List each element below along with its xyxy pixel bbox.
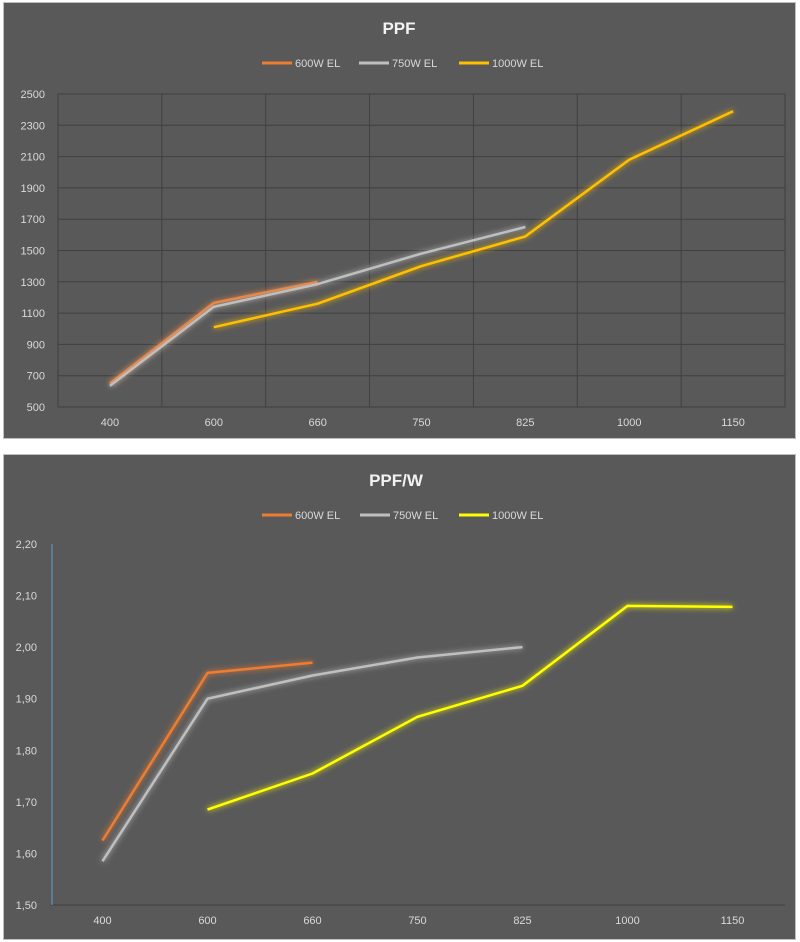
ppf-chart: PPF 600W EL 750W EL 1000W EL 500 700 900 1100… xyxy=(21,19,786,429)
y-tick-label: 900 xyxy=(27,339,45,351)
x-tick-label: 750 xyxy=(412,417,430,429)
y-tick-label: 2,20 xyxy=(16,539,37,551)
legend-label: 750W EL xyxy=(392,58,437,70)
x-tick-label: 1150 xyxy=(721,915,745,927)
y-tick-label: 2,00 xyxy=(16,642,37,654)
series-line xyxy=(101,661,313,842)
series-lines xyxy=(109,110,734,387)
legend-label: 1000W EL xyxy=(492,58,543,70)
legend-label: 600W EL xyxy=(295,58,340,70)
y-tick-label: 2,10 xyxy=(16,591,37,603)
y-tick-label: 700 xyxy=(27,371,45,383)
y-tick-label: 2500 xyxy=(21,89,45,101)
y-tick-label: 1,80 xyxy=(16,745,37,757)
series-line xyxy=(109,280,318,385)
ppf-per-watt-chart: PPF/W 600W EL 750W EL 1000W EL 1,50 1,60 1,7… xyxy=(16,471,785,927)
series-lines xyxy=(101,604,733,862)
axes: 1,50 1,60 1,70 1,80 1,90 2,00 2,10 2,20 400 600 66… xyxy=(16,539,745,927)
y-tick-label: 1,50 xyxy=(16,900,37,912)
axes: 500 700 900 1100 1300 1500 1700 1900 2100 2300 250… xyxy=(21,89,745,429)
x-tick-label: 600 xyxy=(198,915,216,927)
x-tick-label: 400 xyxy=(93,915,111,927)
legend-label: 1000W EL xyxy=(492,510,543,522)
y-tick-label: 500 xyxy=(27,402,45,414)
series-line xyxy=(101,645,523,862)
grid-lines xyxy=(57,93,786,408)
series-line xyxy=(109,225,526,387)
chart-title: PPF/W xyxy=(369,471,424,490)
ppf-per-watt-chart-panel: PPF/W 600W EL 750W EL 1000W EL 1,50 1,60 1,7… xyxy=(3,454,796,940)
legend-label: 600W EL xyxy=(295,510,340,522)
y-tick-label: 1100 xyxy=(21,308,45,320)
y-tick-label: 1,70 xyxy=(16,797,37,809)
x-tick-label: 1000 xyxy=(617,417,641,429)
legend-label: 750W EL xyxy=(393,510,438,522)
series-line xyxy=(207,604,733,811)
y-tick-label: 1,90 xyxy=(16,694,37,706)
y-tick-label: 2300 xyxy=(21,120,45,132)
x-tick-label: 400 xyxy=(101,417,119,429)
x-tick-label: 750 xyxy=(408,915,426,927)
x-tick-label: 660 xyxy=(308,417,326,429)
chart-title: PPF xyxy=(382,19,415,38)
ppf-chart-panel: PPF 600W EL 750W EL 1000W EL 500 700 900 1100… xyxy=(3,2,796,439)
y-tick-label: 1700 xyxy=(21,214,45,226)
x-tick-label: 825 xyxy=(516,417,534,429)
x-tick-label: 660 xyxy=(303,915,321,927)
x-tick-label: 600 xyxy=(205,417,223,429)
chart-legend: 600W EL 750W EL 1000W EL xyxy=(262,510,543,522)
series-line xyxy=(213,110,734,329)
chart-legend: 600W EL 750W EL 1000W EL xyxy=(262,58,543,70)
y-tick-label: 1500 xyxy=(21,246,45,258)
x-tick-label: 1000 xyxy=(615,915,639,927)
y-tick-label: 1,60 xyxy=(16,848,37,860)
x-tick-label: 825 xyxy=(513,915,531,927)
y-tick-label: 2100 xyxy=(21,152,45,164)
y-tick-label: 1900 xyxy=(21,183,45,195)
x-tick-label: 1150 xyxy=(721,417,745,429)
y-tick-label: 1300 xyxy=(21,277,45,289)
